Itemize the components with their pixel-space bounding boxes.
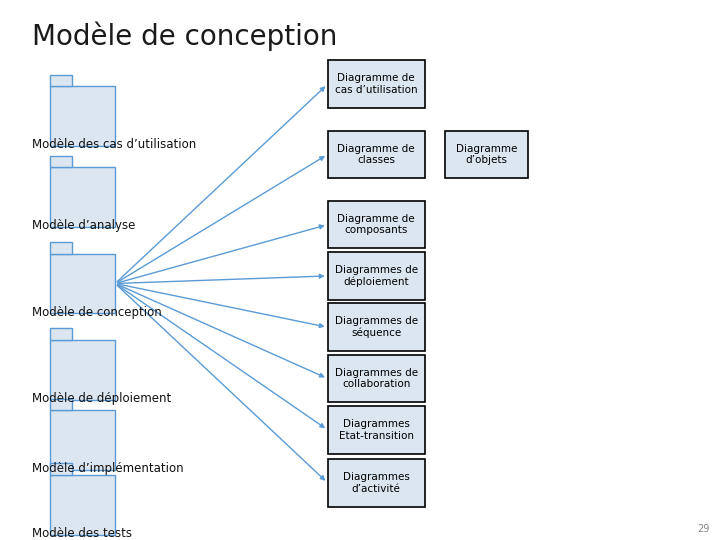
Bar <box>50 328 72 340</box>
Bar <box>50 86 115 146</box>
Bar <box>328 131 425 178</box>
Text: Modèle d’analyse: Modèle d’analyse <box>32 219 136 232</box>
Text: Modèle de déploiement: Modèle de déploiement <box>32 392 171 405</box>
Bar <box>328 406 425 454</box>
Bar <box>50 410 115 470</box>
Bar <box>50 399 72 410</box>
Bar <box>328 252 425 300</box>
Bar <box>50 340 115 400</box>
Text: Diagramme de
classes: Diagramme de classes <box>338 144 415 165</box>
Bar <box>328 303 425 351</box>
Text: Modèle d’implémentation: Modèle d’implémentation <box>32 462 184 475</box>
Bar <box>328 459 425 507</box>
Text: Modèle des tests: Modèle des tests <box>32 527 132 540</box>
Bar <box>50 242 72 254</box>
Bar <box>328 60 425 108</box>
Text: Modèle de conception: Modèle de conception <box>32 306 162 319</box>
Text: Diagramme
d’objets: Diagramme d’objets <box>456 144 517 165</box>
Text: Diagramme de
cas d’utilisation: Diagramme de cas d’utilisation <box>335 73 418 95</box>
Bar <box>445 131 528 178</box>
Bar <box>328 355 425 402</box>
Bar <box>50 463 72 475</box>
Text: Diagramme de
composants: Diagramme de composants <box>338 214 415 235</box>
Bar <box>50 156 72 167</box>
Bar <box>50 167 115 227</box>
Bar <box>328 201 425 248</box>
Text: Diagrammes de
séquence: Diagrammes de séquence <box>335 316 418 339</box>
Text: 29: 29 <box>697 523 709 534</box>
Bar <box>50 75 72 86</box>
Text: Modèle de conception: Modèle de conception <box>32 22 338 51</box>
Text: Diagrammes de
collaboration: Diagrammes de collaboration <box>335 368 418 389</box>
Bar <box>50 475 115 535</box>
Text: Modèle des cas d’utilisation: Modèle des cas d’utilisation <box>32 138 197 151</box>
Text: Diagrammes
d’activité: Diagrammes d’activité <box>343 472 410 494</box>
Text: Diagrammes de
déploiement: Diagrammes de déploiement <box>335 265 418 287</box>
Bar <box>50 254 115 313</box>
Text: Diagrammes
Etat-transition: Diagrammes Etat-transition <box>338 419 414 441</box>
